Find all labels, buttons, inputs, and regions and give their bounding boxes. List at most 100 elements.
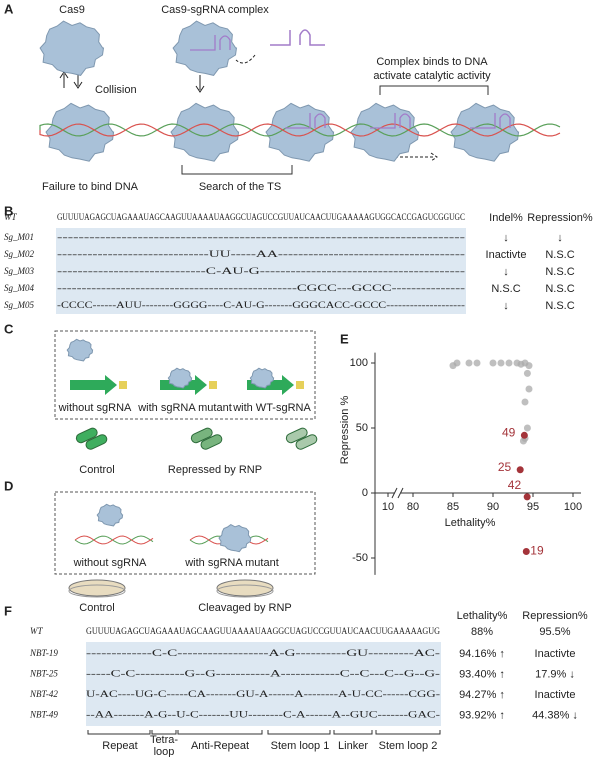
caption: Complex binds to DNA xyxy=(376,56,488,68)
row-name: NBT-19 xyxy=(29,648,58,658)
cell: N.S.C xyxy=(545,249,574,261)
point xyxy=(521,398,529,406)
plate xyxy=(68,579,126,597)
protein xyxy=(249,367,275,389)
caption: without sgRNA xyxy=(73,557,147,569)
gene-arrow xyxy=(70,375,117,395)
caption: Search of the TS xyxy=(199,181,281,193)
caption: Cas9-sgRNA complex xyxy=(161,4,269,16)
sequence: GUUUUAGAGCUAGAAAUAGCAAGUUAAAAUAAGGCUAGUC… xyxy=(86,626,440,636)
point xyxy=(523,424,531,432)
point xyxy=(453,359,461,367)
point-label: 25 xyxy=(498,460,512,474)
region-label: Stem loop 1 xyxy=(271,740,330,752)
gene-box xyxy=(119,381,127,389)
cell: ↓ xyxy=(503,300,509,312)
sequence: -----C-C----------G--G-----------A------… xyxy=(86,669,440,679)
cell: N.S.C xyxy=(491,283,520,295)
arrow xyxy=(395,152,438,162)
bacterium xyxy=(75,427,98,444)
region-label: loop xyxy=(154,746,175,757)
point xyxy=(523,493,531,501)
bacterium xyxy=(285,427,308,444)
gene-box xyxy=(296,381,304,389)
gene-box xyxy=(209,381,217,389)
y-tick-label: 0 xyxy=(362,487,368,499)
cell: 93.92% ↑ xyxy=(459,709,505,721)
protein xyxy=(170,102,240,162)
row-name: WT xyxy=(4,212,17,222)
x-tick-label: 10 xyxy=(382,501,394,513)
cell: ↓ xyxy=(557,232,563,244)
row-name: NBT-42 xyxy=(29,689,58,699)
point xyxy=(497,359,505,367)
protein xyxy=(96,503,124,527)
sequence: ----------------------------------------… xyxy=(57,232,465,242)
dashed-box xyxy=(54,491,316,575)
row-name: Sg_M04 xyxy=(4,283,34,293)
region-label: Stem loop 2 xyxy=(379,740,438,752)
caption: Control xyxy=(79,602,114,614)
region-label: Anti-Repeat xyxy=(191,740,249,752)
cell: 93.40% ↑ xyxy=(459,668,505,680)
region-label: Repeat xyxy=(102,740,137,752)
cell: 94.27% ↑ xyxy=(459,689,505,701)
row-name: Sg_M05 xyxy=(4,300,34,310)
sequence-shade xyxy=(56,228,466,314)
caption: activate catalytic activity xyxy=(373,70,491,82)
sequence: -----------------------------C-AU-G-----… xyxy=(57,266,465,276)
point xyxy=(505,359,513,367)
dna-strand xyxy=(39,123,561,137)
sgrna xyxy=(470,113,511,129)
sgrna xyxy=(190,35,231,51)
row-name: Sg_M02 xyxy=(4,249,34,259)
plate-rim xyxy=(68,584,126,598)
region-label: Linker xyxy=(338,740,368,752)
bracket xyxy=(181,165,293,175)
cell: N.S.C xyxy=(545,300,574,312)
y-tick-label: 100 xyxy=(350,357,368,369)
panel-label: E xyxy=(340,331,349,346)
point-label: 42 xyxy=(508,478,522,492)
panel-label: B xyxy=(4,203,13,218)
point-label: 49 xyxy=(502,425,516,439)
sequence: -CCCC------AUU--------GGGG----C-AU-G----… xyxy=(57,300,465,310)
sequence: --AA-------A-G--U-C-------UU--------C-A-… xyxy=(86,710,440,720)
region-label: Tetra- xyxy=(150,734,178,746)
bacterium xyxy=(190,427,213,444)
y-axis-label: Repression % xyxy=(339,396,351,465)
cell: N.S.C xyxy=(545,283,574,295)
protein xyxy=(66,338,94,362)
panel-label: A xyxy=(4,1,14,16)
x-tick-label: 90 xyxy=(487,501,499,513)
protein xyxy=(450,102,520,162)
y-tick-label: -50 xyxy=(352,552,368,564)
column-header: Repression% xyxy=(527,212,593,224)
cell: Inactivte xyxy=(535,689,576,701)
cell: 17.9% ↓ xyxy=(535,668,575,680)
bracket xyxy=(379,85,489,95)
caption: without sgRNA xyxy=(58,402,132,414)
y-tick-label: 50 xyxy=(356,422,368,434)
plate xyxy=(216,579,274,597)
protein xyxy=(350,102,420,162)
sequence-shade xyxy=(86,642,441,726)
dashed-box xyxy=(54,330,316,420)
caption: Cleavaged by RNP xyxy=(198,602,292,614)
point xyxy=(489,359,497,367)
x-axis-label: Lethality% xyxy=(445,517,496,529)
arrow xyxy=(235,54,256,64)
point xyxy=(520,431,528,439)
caption: with sgRNA mutant xyxy=(184,557,279,569)
point xyxy=(473,359,481,367)
panel-label: D xyxy=(4,478,13,493)
sequence: ----------------------------------------… xyxy=(57,283,465,293)
caption: with sgRNA mutant xyxy=(137,402,232,414)
cell: 44.38% ↓ xyxy=(532,709,578,721)
sgrna xyxy=(270,29,325,46)
row-name: Sg_M03 xyxy=(4,266,34,276)
protein xyxy=(167,367,193,389)
point xyxy=(525,385,533,393)
point xyxy=(525,362,533,370)
protein xyxy=(172,20,238,76)
